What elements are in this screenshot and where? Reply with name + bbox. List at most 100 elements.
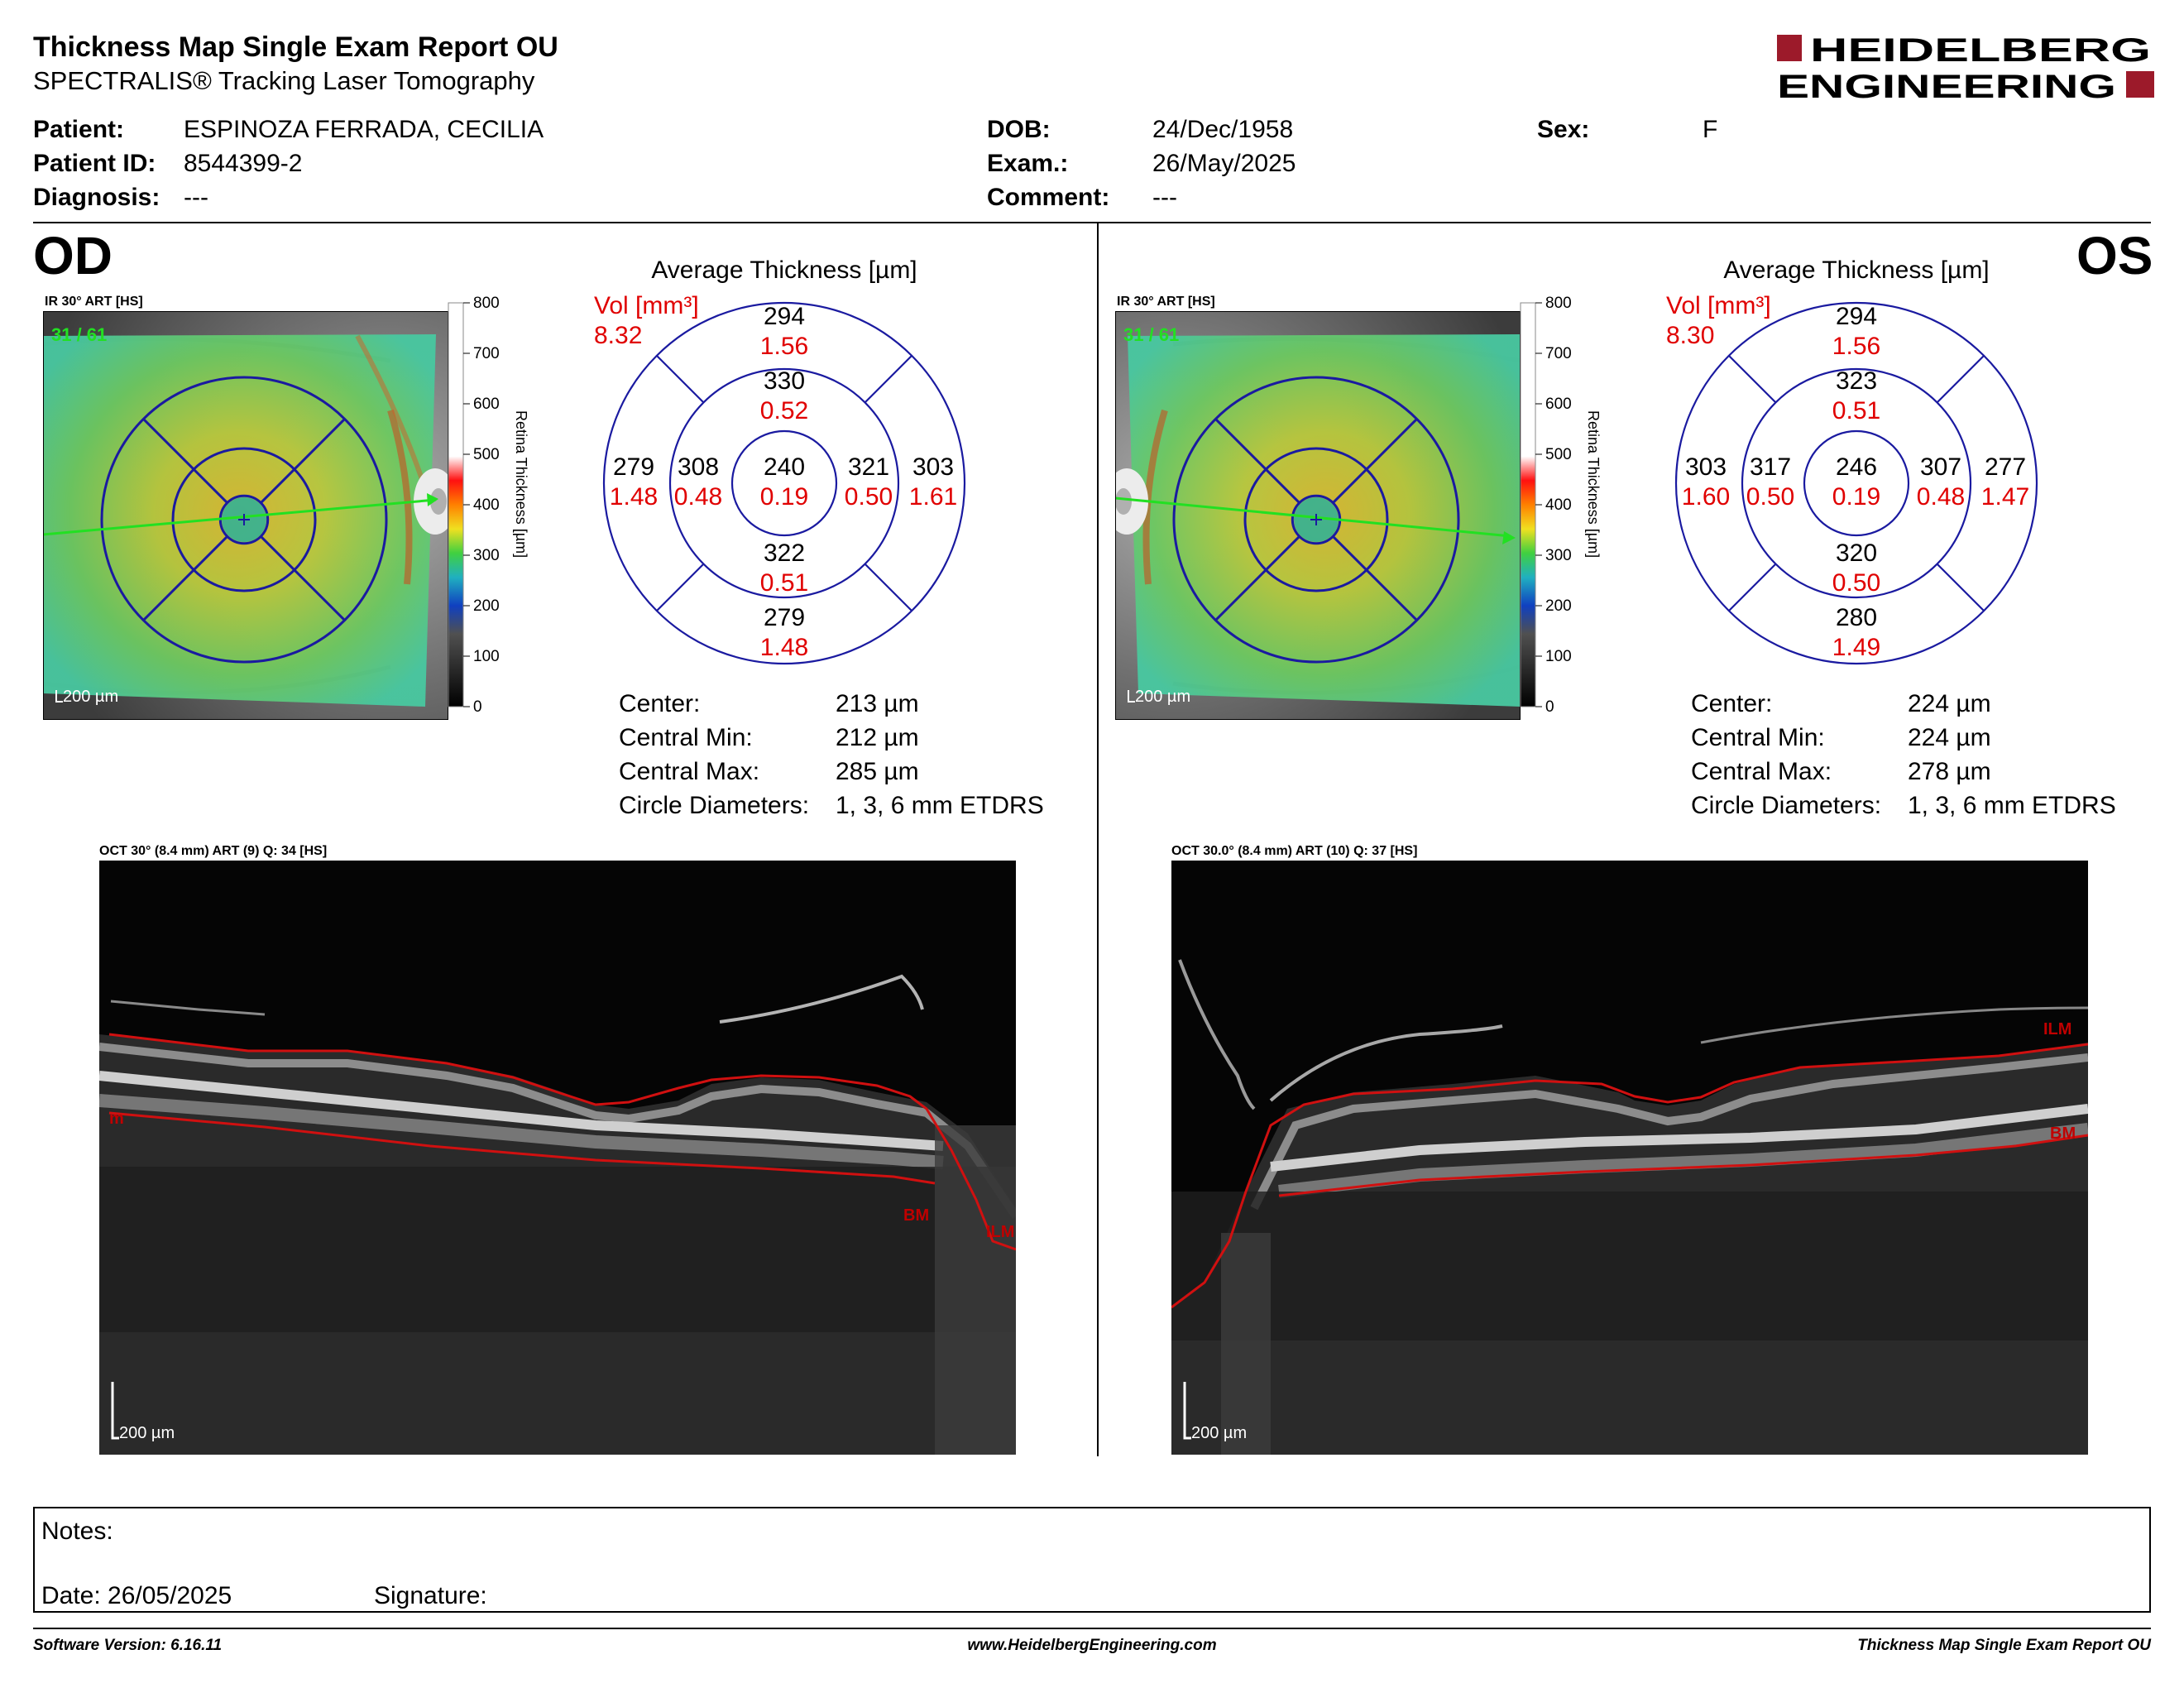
od-inner-right-thickness: 321	[848, 453, 889, 481]
os-fundus-thickness-map: 31 / 61 200 µm	[1115, 311, 1521, 720]
notes-box	[33, 1507, 2151, 1613]
os-frame-counter: 31 / 61	[1123, 324, 1179, 345]
os-outer-left-thickness: 303	[1685, 453, 1727, 481]
od-inner-left-thickness: 308	[678, 453, 719, 481]
os-circle-diam-label: Circle Diameters:	[1691, 792, 1882, 819]
os-fundus-scale: 200 µm	[1135, 688, 1190, 706]
eye-divider	[1097, 223, 1099, 1456]
os-inner-superior-thickness: 323	[1836, 367, 1877, 395]
comment-label: Comment:	[987, 184, 1110, 211]
notes-label: Notes:	[41, 1518, 113, 1545]
od-bm-label: BM	[903, 1206, 929, 1225]
logo-line2: ENGINEERING	[1777, 69, 2116, 101]
os-cbar-tick: 300	[1545, 547, 1572, 564]
website-link[interactable]: www.HeidelbergEngineering.com	[967, 1637, 1217, 1654]
od-oct-label: OCT 30° (8.4 mm) ART (9) Q: 34 [HS]	[99, 844, 328, 858]
od-center-label: Center:	[619, 690, 701, 717]
od-inner-inferior-thickness: 322	[764, 539, 805, 567]
od-cbar-tick: 600	[473, 396, 500, 413]
os-outer-left-volume: 1.60	[1682, 483, 1730, 511]
software-version: Software Version: 6.16.11	[33, 1637, 223, 1654]
os-oct-scale: 200 µm	[1191, 1424, 1247, 1442]
od-outer-left-thickness: 279	[613, 453, 654, 481]
header-divider	[33, 222, 2151, 223]
od-vol-value: 8.32	[594, 322, 643, 349]
od-central-min-value: 212 µm	[836, 724, 919, 751]
od-center-value: 213 µm	[836, 690, 919, 717]
os-ilm-label: ILM	[2043, 1020, 2071, 1038]
od-ilm-label: ILM	[986, 1223, 1014, 1241]
os-center-label: Center:	[1691, 690, 1773, 717]
os-etdrs-title: Average Thickness [µm]	[1723, 257, 1990, 284]
date-label: Date: 26/05/2025	[41, 1582, 232, 1609]
od-eye-label: OD	[33, 226, 113, 285]
os-ir-label: IR 30° ART [HS]	[1117, 295, 1215, 309]
report-subtitle: SPECTRALIS® Tracking Laser Tomography	[33, 66, 535, 95]
os-eye-label: OS	[2076, 226, 2153, 285]
od-cbar-tick: 0	[473, 698, 482, 716]
od-center-thickness: 240	[764, 453, 805, 481]
os-vol-value: 8.30	[1666, 322, 1715, 349]
patient-label: Patient:	[33, 116, 125, 143]
od-inner-right-volume: 0.50	[845, 483, 893, 511]
od-outer-left-volume: 1.48	[610, 483, 658, 511]
od-central-min-label: Central Min:	[619, 724, 753, 751]
exam-label: Exam.:	[987, 150, 1069, 177]
os-cbar-tick: 200	[1545, 597, 1572, 615]
os-outer-superior-thickness: 294	[1836, 303, 1877, 330]
od-colorbar: 800 700 600 500 400 300 200 100 0 Retina…	[448, 295, 529, 716]
os-inner-inferior-thickness: 320	[1836, 539, 1877, 567]
od-colorbar-title: Retina Thickness [µm]	[513, 410, 529, 558]
os-cbar-tick: 100	[1545, 648, 1572, 665]
od-inner-superior-volume: 0.52	[760, 397, 808, 424]
os-inner-right-thickness: 307	[1920, 453, 1961, 481]
os-central-max-value: 278 µm	[1908, 758, 1991, 785]
logo-line1: HEIDELBERG	[1810, 32, 2151, 69]
os-cbar-tick: 500	[1545, 446, 1572, 463]
os-center-volume: 0.19	[1832, 483, 1880, 511]
os-center-value: 224 µm	[1908, 690, 1991, 717]
od-cbar-tick: 200	[473, 597, 500, 615]
dob-label: DOB:	[987, 116, 1051, 143]
od-oct-bscan: m BM ILM 200 µm	[99, 861, 1016, 1455]
patient-value: ESPINOZA FERRADA, CECILIA	[184, 116, 544, 143]
od-outer-superior-volume: 1.56	[760, 333, 808, 360]
os-colorbar-title: Retina Thickness [µm]	[1585, 410, 1602, 558]
os-oct-label: OCT 30.0° (8.4 mm) ART (10) Q: 37 [HS]	[1171, 844, 1418, 858]
sex-value: F	[1703, 116, 1718, 143]
patient-id-label: Patient ID:	[33, 150, 156, 177]
od-cbar-tick: 500	[473, 446, 500, 463]
diagnosis-value: ---	[184, 184, 208, 211]
os-cbar-tick: 400	[1545, 496, 1572, 514]
os-cbar-tick: 0	[1545, 698, 1554, 716]
os-outer-inferior-thickness: 280	[1836, 604, 1877, 631]
comment-value: ---	[1152, 184, 1177, 211]
os-cbar-tick: 600	[1545, 396, 1572, 413]
patient-id-value: 8544399-2	[184, 150, 303, 177]
os-outer-right-volume: 1.47	[1981, 483, 2029, 511]
od-center-volume: 0.19	[760, 483, 808, 511]
diagnosis-label: Diagnosis:	[33, 184, 160, 211]
od-oct-scale: 200 µm	[119, 1424, 175, 1442]
os-colorbar: 800 700 600 500 400 300 200 100 0 Retina…	[1520, 295, 1602, 716]
od-circle-diam-value: 1, 3, 6 mm ETDRS	[836, 792, 1044, 819]
dob-value: 24/Dec/1958	[1152, 116, 1294, 143]
os-central-max-label: Central Max:	[1691, 758, 1832, 785]
os-oct-bscan: ILM BM 200 µm	[1171, 861, 2088, 1455]
od-central-max-label: Central Max:	[619, 758, 760, 785]
od-etdrs-grid: 294 1.56 330 0.52 279 1.48 308 0.48 240 …	[602, 301, 966, 665]
os-cbar-tick: 700	[1545, 345, 1572, 362]
od-vol-label: Vol [mm³]	[594, 292, 699, 319]
os-circle-diam-value: 1, 3, 6 mm ETDRS	[1908, 792, 2116, 819]
od-cbar-tick: 800	[473, 295, 500, 312]
od-cbar-tick: 400	[473, 496, 500, 514]
os-vol-label: Vol [mm³]	[1666, 292, 1771, 319]
od-inner-superior-thickness: 330	[764, 367, 805, 395]
sex-label: Sex:	[1537, 116, 1590, 143]
os-inner-superior-volume: 0.51	[1832, 397, 1880, 424]
os-cbar-tick: 800	[1545, 295, 1572, 312]
os-inner-left-volume: 0.50	[1746, 483, 1794, 511]
od-etdrs-title: Average Thickness [µm]	[651, 257, 917, 284]
od-fundus-scale: 200 µm	[63, 688, 118, 706]
os-bm-label: BM	[2050, 1125, 2076, 1143]
